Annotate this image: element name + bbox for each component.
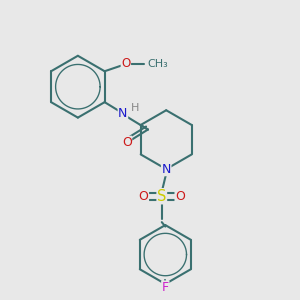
Text: O: O bbox=[175, 190, 185, 203]
Text: S: S bbox=[157, 189, 167, 204]
Text: F: F bbox=[162, 281, 169, 294]
Text: CH₃: CH₃ bbox=[147, 59, 168, 69]
Text: O: O bbox=[139, 190, 148, 203]
Text: O: O bbox=[122, 136, 132, 149]
Text: N: N bbox=[161, 163, 171, 176]
Text: O: O bbox=[121, 57, 130, 70]
Text: N: N bbox=[118, 107, 128, 120]
Text: H: H bbox=[131, 103, 140, 113]
